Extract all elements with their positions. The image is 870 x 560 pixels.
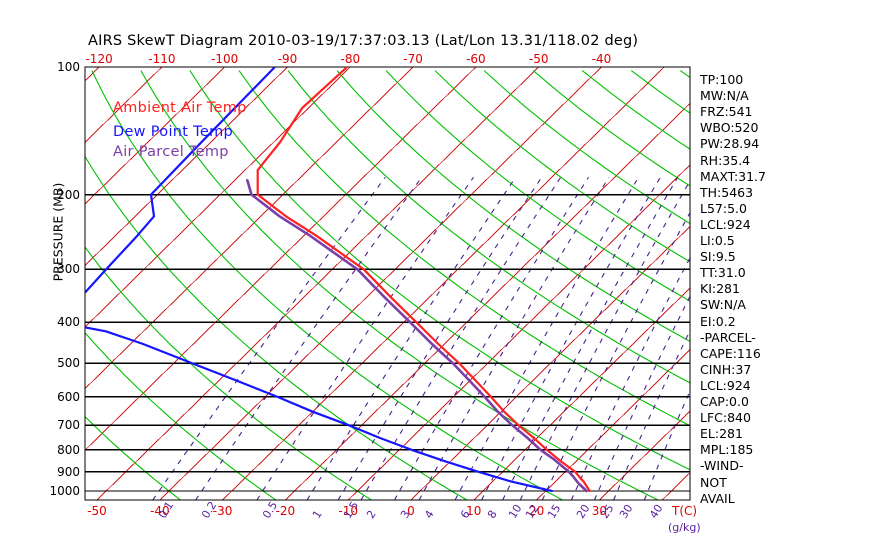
bottom-temp-tick-20: 20: [528, 504, 545, 518]
stat-mpl: MPL:185: [700, 442, 754, 458]
stat-cap: CAP:0.0: [700, 394, 749, 409]
page-title: AIRS SkewT Diagram 2010-03-19/17:37:03.1…: [88, 33, 639, 49]
top-temp-tick--100: -100: [211, 52, 239, 66]
stat-parcel: -PARCEL-: [700, 329, 756, 345]
pressure-tick-500: 500: [57, 356, 80, 371]
bottom-temp-tick--20: -20: [275, 504, 296, 518]
bottom-temp-tick-30: 30: [591, 504, 608, 518]
pressure-tick-400: 400: [57, 315, 80, 330]
stat-th: TH:5463: [700, 184, 754, 200]
pressure-tick-600: 600: [57, 389, 80, 404]
stat-el: EL:281: [700, 426, 743, 442]
stat-lcl: LCL:924: [700, 377, 751, 393]
stat-avail: AVAIL: [700, 490, 735, 506]
top-temp-tick--40: -40: [591, 52, 612, 66]
stat-cape: CAPE:116: [700, 345, 761, 361]
stat-frz: FRZ:541: [700, 104, 753, 120]
bottom-temp-tick--50: -50: [87, 504, 107, 518]
legend-dew-point-temp: Dew Point Temp: [113, 124, 234, 140]
pressure-tick-900: 900: [57, 464, 80, 479]
top-temp-tick--120: -120: [85, 52, 113, 66]
mixing-ratio-axis-label: (g/kg): [668, 521, 701, 534]
top-temp-tick--50: -50: [528, 52, 549, 66]
bottom-temp-tick-10: 10: [466, 504, 482, 518]
bottom-temp-tick--10: -10: [338, 504, 358, 518]
stat-ki: KI:281: [700, 281, 740, 297]
stat-tt: TT:31.0: [700, 265, 746, 281]
stat-mw: MW:N/A: [700, 88, 749, 104]
bottom-temp-tick--30: -30: [212, 504, 233, 518]
pressure-tick-1000: 1000: [49, 484, 80, 498]
bottom-temp-tick-0: 0: [407, 504, 415, 518]
stat-li: LI:0.5: [700, 233, 735, 248]
stat-si: SI:9.5: [700, 249, 736, 265]
top-temp-tick--60: -60: [466, 52, 486, 66]
stat-tp: TP:100: [700, 72, 744, 87]
pressure-tick-800: 800: [57, 442, 80, 457]
stat-pw: PW:28.94: [700, 136, 760, 152]
pressure-tick-100: 100: [57, 60, 80, 74]
stat-wind: -WIND-: [700, 458, 744, 474]
stat-lcl: LCL:924: [700, 216, 751, 232]
legend-ambient-air-temp: Ambient Air Temp: [113, 100, 247, 116]
stat-lfc: LFC:840: [700, 410, 751, 426]
top-temp-tick--70: -70: [403, 52, 423, 66]
temperature-axis-label: T(C): [672, 504, 698, 518]
stat-rh: RH:35.4: [700, 152, 751, 168]
top-temp-tick--90: -90: [277, 52, 298, 66]
stat-not: NOT: [700, 474, 727, 490]
stat-wbo: WBO:520: [700, 120, 759, 136]
stat-l57: L57:5.0: [700, 200, 747, 216]
bottom-temp-tick--40: -40: [149, 504, 170, 518]
stat-sw: SW:N/A: [700, 297, 746, 313]
top-temp-tick--80: -80: [340, 52, 361, 66]
legend-air-parcel-temp: Air Parcel Temp: [113, 144, 229, 160]
stat-maxt: MAXT:31.7: [700, 168, 766, 184]
pressure-tick-300: 300: [57, 262, 80, 277]
stat-ei: EI:0.2: [700, 313, 736, 329]
top-temp-tick--110: -110: [148, 52, 176, 66]
pressure-tick-200: 200: [57, 187, 80, 202]
pressure-tick-700: 700: [57, 418, 80, 433]
stat-cinh: CINH:37: [700, 361, 752, 377]
